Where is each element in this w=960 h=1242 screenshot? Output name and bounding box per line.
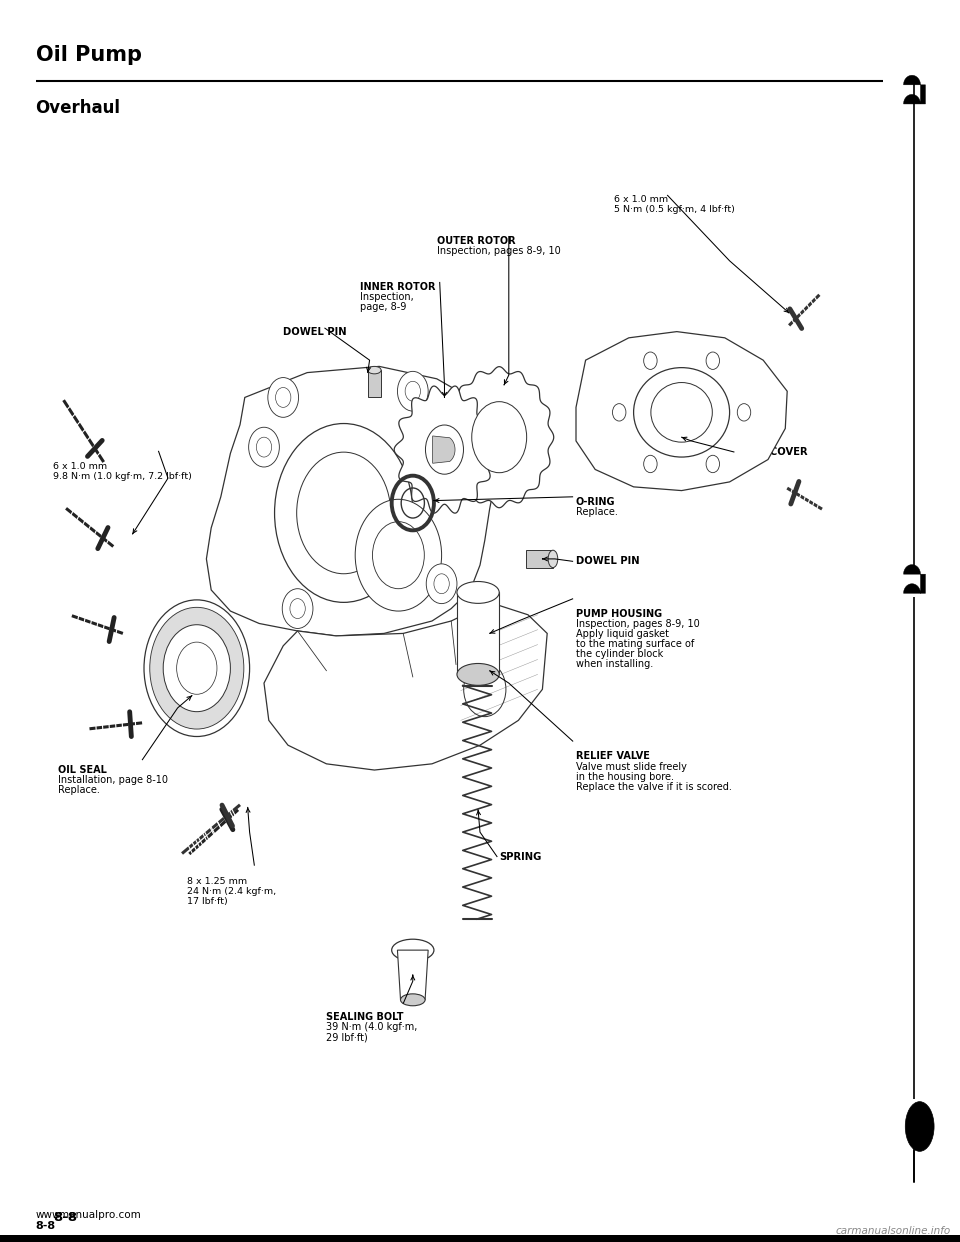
Ellipse shape [457,663,499,686]
Text: Inspection,: Inspection, [360,292,414,302]
Text: O-RING: O-RING [576,497,615,507]
Text: SPRING: SPRING [499,852,541,862]
Circle shape [434,425,449,445]
Text: 8 x 1.25 mm: 8 x 1.25 mm [187,877,248,886]
Circle shape [464,662,506,717]
Text: manualpro.com: manualpro.com [59,1210,140,1220]
Polygon shape [444,366,554,508]
Circle shape [268,378,299,417]
Circle shape [372,522,424,589]
Text: page, 8-9: page, 8-9 [360,302,406,312]
Polygon shape [576,332,787,491]
Circle shape [405,381,420,401]
Text: DOWEL PIN: DOWEL PIN [576,556,639,566]
Text: DOWEL PIN: DOWEL PIN [283,327,347,337]
Text: Overhaul: Overhaul [36,99,121,117]
Circle shape [163,625,230,712]
Circle shape [426,564,457,604]
Circle shape [355,499,442,611]
Text: OIL SEAL: OIL SEAL [58,765,107,775]
Circle shape [276,388,291,407]
Circle shape [706,456,720,473]
Text: when installing.: when installing. [576,660,653,669]
Circle shape [434,574,449,594]
Ellipse shape [634,368,730,457]
Text: 9.8 N·m (1.0 kgf·m, 7.2 lbf·ft): 9.8 N·m (1.0 kgf·m, 7.2 lbf·ft) [53,472,192,481]
Polygon shape [368,370,381,397]
Text: PUMP HOUSING: PUMP HOUSING [576,609,662,619]
Circle shape [275,424,413,602]
Circle shape [144,600,250,737]
Text: Installation, page 8-10: Installation, page 8-10 [58,775,168,785]
Text: Inspection, pages 8-9, 10: Inspection, pages 8-9, 10 [437,246,561,256]
Text: PUMP COVER: PUMP COVER [734,447,808,457]
Text: 29 lbf·ft): 29 lbf·ft) [326,1032,368,1042]
Circle shape [150,607,244,729]
Bar [0,1235,960,1242]
Circle shape [425,425,464,474]
Polygon shape [526,550,553,568]
Circle shape [643,351,657,369]
Text: Replace the valve if it is scored.: Replace the valve if it is scored. [576,782,732,792]
Polygon shape [903,76,925,104]
Ellipse shape [400,994,425,1006]
Circle shape [290,599,305,619]
Text: Replace.: Replace. [576,507,618,517]
Polygon shape [206,366,499,636]
Text: 8-8: 8-8 [36,1221,56,1231]
Ellipse shape [368,366,381,374]
Ellipse shape [548,550,558,568]
Polygon shape [395,386,494,513]
Text: SEALING BOLT: SEALING BOLT [326,1012,404,1022]
Text: to the mating surface of: to the mating surface of [576,640,694,650]
Text: RELIEF VALVE: RELIEF VALVE [576,751,650,761]
Text: Inspection, pages 8-9, 10: Inspection, pages 8-9, 10 [576,619,700,628]
Text: 8-8: 8-8 [53,1211,77,1223]
Text: the cylinder block: the cylinder block [576,650,663,660]
Text: 6 x 1.0 mm: 6 x 1.0 mm [614,195,668,204]
Circle shape [426,415,457,455]
Text: Oil Pump: Oil Pump [36,45,141,65]
Circle shape [297,452,391,574]
Text: 17 lbf·ft): 17 lbf·ft) [187,897,228,905]
Text: INNER ROTOR: INNER ROTOR [360,282,436,292]
Text: OUTER ROTOR: OUTER ROTOR [437,236,516,246]
Circle shape [177,642,217,694]
Ellipse shape [905,1102,934,1151]
Text: 6 x 1.0 mm: 6 x 1.0 mm [53,462,107,471]
Circle shape [249,427,279,467]
Circle shape [643,456,657,473]
Polygon shape [397,950,428,1000]
Text: Apply liquid gasket: Apply liquid gasket [576,628,669,638]
Text: Valve must slide freely: Valve must slide freely [576,761,686,771]
Ellipse shape [392,939,434,961]
Circle shape [282,589,313,628]
Ellipse shape [651,383,712,442]
Text: carmanualsonline.info: carmanualsonline.info [835,1226,950,1236]
Text: 39 N·m (4.0 kgf·m,: 39 N·m (4.0 kgf·m, [326,1022,418,1032]
Circle shape [706,351,720,369]
Circle shape [612,404,626,421]
Text: in the housing bore.: in the housing bore. [576,771,674,781]
Circle shape [471,401,527,473]
Polygon shape [903,565,925,594]
Text: 24 N·m (2.4 kgf·m,: 24 N·m (2.4 kgf·m, [187,887,276,895]
Text: 5 N·m (0.5 kgf·m, 4 lbf·ft): 5 N·m (0.5 kgf·m, 4 lbf·ft) [614,205,735,214]
Polygon shape [264,602,547,770]
Circle shape [256,437,272,457]
Polygon shape [433,436,455,463]
Circle shape [737,404,751,421]
Text: Replace.: Replace. [58,785,100,795]
Text: www.: www. [36,1210,63,1220]
Polygon shape [457,592,499,674]
Circle shape [397,371,428,411]
Ellipse shape [457,581,499,604]
